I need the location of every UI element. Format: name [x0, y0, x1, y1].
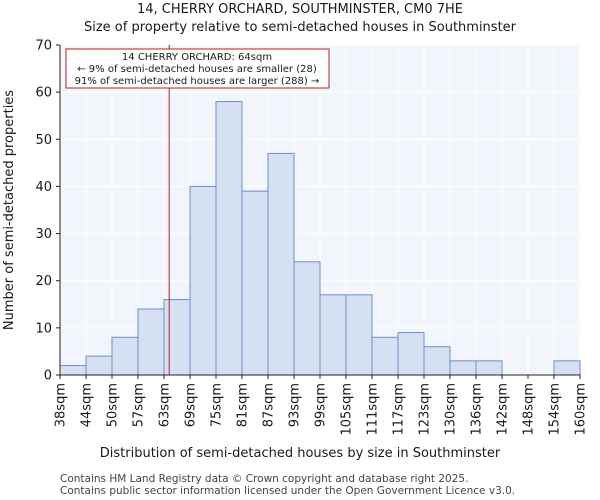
x-tick-label: 99sqm [314, 383, 329, 427]
bar-75sqm [215, 101, 243, 376]
x-tick-label: 38sqm [54, 383, 69, 427]
y-tick-label: 70 [35, 39, 52, 54]
bar-111sqm [371, 336, 399, 376]
bar-38sqm [59, 365, 87, 376]
chart-title-line1: 14, CHERRY ORCHARD, SOUTHMINSTER, CM0 7H… [137, 2, 463, 17]
x-tick-label: 93sqm [288, 383, 303, 427]
y-tick-label: 50 [35, 133, 52, 148]
bar-130sqm [449, 360, 477, 376]
x-tick-label: 75sqm [210, 383, 225, 427]
bar-87sqm [267, 152, 295, 376]
y-tick-label: 60 [35, 86, 52, 101]
x-tick-label: 81sqm [236, 383, 251, 427]
footer-line2: Contains public sector information licen… [60, 485, 515, 497]
x-tick-label: 142sqm [496, 383, 511, 436]
y-tick-label: 40 [35, 180, 52, 195]
x-tick-label: 123sqm [418, 383, 433, 436]
x-tick-label: 57sqm [132, 383, 147, 427]
bar-63sqm [163, 299, 191, 376]
bar-123sqm [423, 346, 451, 376]
annotation-box [65, 48, 330, 89]
x-tick-label: 111sqm [366, 383, 381, 436]
x-axis-ticks: 38sqm 44sqm 50sqm 57sqm 63sqm 69sqm 75sqm 81sqm… [54, 375, 589, 436]
bar-99sqm [319, 294, 347, 376]
x-tick-label: 50sqm [106, 383, 121, 427]
annotation-line1: 14 CHERRY ORCHARD: 64sqm [122, 52, 272, 63]
bar-136sqm [475, 360, 503, 376]
y-tick-label: 10 [35, 321, 52, 336]
bar-69sqm [189, 185, 217, 376]
bar-154sqm [553, 360, 581, 376]
bar-57sqm [137, 308, 165, 376]
bar-105sqm [345, 294, 373, 376]
footer-line1: Contains HM Land Registry data © Crown c… [60, 473, 468, 485]
x-tick-label: 63sqm [158, 383, 173, 427]
y-tick-label: 20 [35, 274, 52, 289]
x-tick-label: 130sqm [444, 383, 459, 436]
x-tick-label: 87sqm [262, 383, 277, 427]
x-tick-label: 154sqm [548, 383, 563, 436]
bar-50sqm [111, 336, 139, 376]
x-tick-label: 44sqm [80, 383, 95, 427]
bar-44sqm [85, 355, 113, 376]
y-axis-ticks: 0 10 20 30 40 50 60 70 [35, 39, 60, 384]
y-tick-label: 0 [44, 369, 52, 384]
y-tick-label: 30 [35, 227, 52, 242]
x-axis-label: Distribution of semi-detached houses by … [100, 446, 501, 461]
x-tick-label: 69sqm [184, 383, 199, 427]
x-tick-label: 160sqm [574, 383, 589, 436]
chart-title-line2: Size of property relative to semi-detach… [84, 20, 517, 35]
annotation-line2: ← 9% of semi-detached houses are smaller… [77, 64, 317, 75]
bars [59, 101, 581, 376]
annotation-line3: 91% of semi-detached houses are larger (… [75, 76, 320, 87]
y-axis-label: Number of semi-detached properties [2, 90, 17, 330]
x-tick-label: 136sqm [470, 383, 485, 436]
x-tick-label: 148sqm [522, 383, 537, 436]
x-tick-label: 117sqm [392, 383, 407, 436]
x-tick-label: 105sqm [340, 383, 355, 436]
bar-81sqm [241, 190, 269, 376]
bar-93sqm [293, 261, 321, 376]
bar-117sqm [397, 332, 425, 376]
